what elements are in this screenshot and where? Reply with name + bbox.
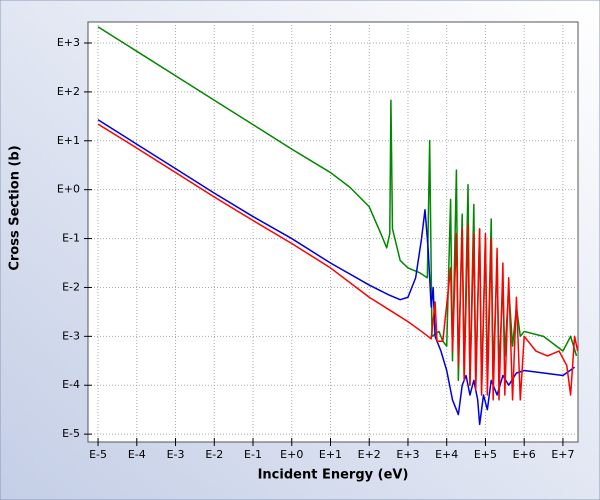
y-tick-label: E-3 xyxy=(62,329,80,342)
x-tick-label: E+4 xyxy=(435,448,458,461)
x-tick-label: E+2 xyxy=(358,448,381,461)
y-tick-label: E+3 xyxy=(57,36,80,49)
x-tick-label: E+3 xyxy=(396,448,419,461)
y-tick-label: E-4 xyxy=(62,378,80,391)
y-tick-label: E-1 xyxy=(62,232,80,245)
x-tick-label: E+1 xyxy=(319,448,342,461)
x-tick-label: E-3 xyxy=(167,448,185,461)
x-tick-label: E+6 xyxy=(513,448,536,461)
y-tick-label: E+1 xyxy=(57,134,80,147)
x-tick-label: E-4 xyxy=(128,448,146,461)
y-axis-title: Cross Section (b) xyxy=(8,145,23,270)
y-tick-label: E+0 xyxy=(57,183,80,196)
x-tick-label: E-2 xyxy=(205,448,223,461)
x-tick-label: E+0 xyxy=(280,448,303,461)
x-axis-title: Incident Energy (eV) xyxy=(258,468,409,483)
y-tick-label: E-5 xyxy=(62,427,80,440)
y-tick-label: E-2 xyxy=(62,280,80,293)
x-tick-label: E+7 xyxy=(551,448,574,461)
x-tick-label: E-1 xyxy=(244,448,262,461)
x-tick-label: E-5 xyxy=(89,448,107,461)
y-tick-label: E+2 xyxy=(57,85,80,98)
series-line xyxy=(97,123,579,401)
series-line xyxy=(97,119,576,426)
x-tick-label: E+5 xyxy=(474,448,497,461)
